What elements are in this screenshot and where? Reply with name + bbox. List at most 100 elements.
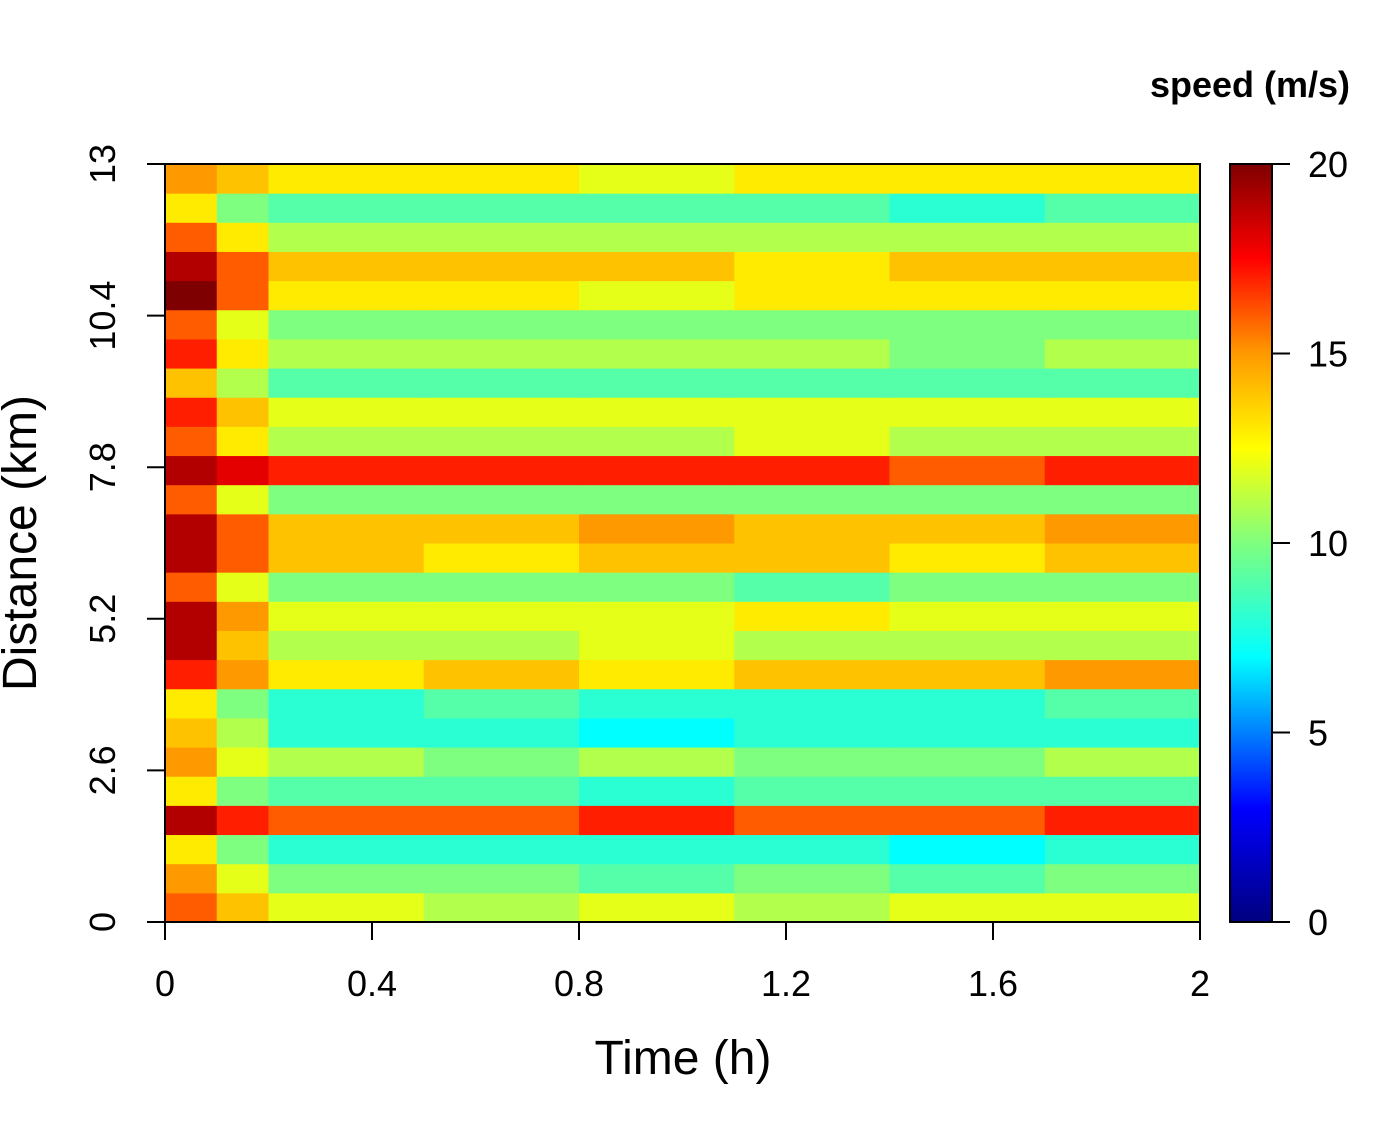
heatmap-cell (216, 892, 269, 923)
heatmap-cell (216, 863, 269, 894)
heatmap-cell (734, 717, 890, 748)
heatmap-cell (579, 630, 735, 661)
heatmap-cell (165, 164, 218, 194)
heatmap-cell (1044, 717, 1201, 748)
colorbar-title: speed (m/s) (1150, 64, 1350, 105)
heatmap-cell (423, 747, 580, 777)
heatmap-cell (423, 309, 580, 340)
heatmap-cell (423, 834, 580, 865)
heatmap-cell (579, 455, 735, 486)
heatmap-cell (165, 688, 218, 719)
heatmap-cell (216, 193, 269, 223)
heatmap-cell (165, 717, 218, 748)
x-tick-label: 1.6 (968, 963, 1018, 1004)
heatmap-cell (268, 659, 425, 690)
heatmap-cell (1044, 455, 1201, 486)
heatmap-cell (734, 688, 890, 719)
heatmap-cell (889, 863, 1046, 894)
heatmap-cell (1044, 659, 1201, 690)
y-tick-label: 13 (82, 144, 123, 184)
x-tick-label: 0.8 (554, 963, 604, 1004)
heatmap-cell (216, 309, 269, 340)
heatmap-cell (889, 338, 1046, 369)
colorbar (1229, 163, 1273, 923)
heatmap-cell (734, 251, 890, 282)
heatmap-cell (579, 892, 735, 923)
heatmap-cell (268, 251, 425, 282)
heatmap-cell (734, 863, 890, 894)
heatmap-cell (165, 484, 218, 515)
heatmap-cell (889, 747, 1046, 777)
heatmap-cell (423, 280, 580, 311)
heatmap-cell (1044, 397, 1201, 427)
heatmap-cell (216, 164, 269, 194)
heatmap-cell (579, 717, 735, 748)
heatmap-cell (579, 338, 735, 369)
heatmap-cell (1044, 543, 1201, 573)
heatmap-cell (165, 455, 218, 486)
heatmap-cell (889, 426, 1046, 457)
heatmap-cell (1044, 892, 1201, 923)
heatmap-cell (734, 601, 890, 631)
heatmap-cell (1044, 572, 1201, 602)
heatmap-cell (734, 805, 890, 836)
heatmap-cell (423, 397, 580, 427)
y-tick-label: 2.6 (82, 745, 123, 795)
heatmap-cell (579, 601, 735, 631)
heatmap-cell (268, 892, 425, 923)
heatmap-cell (423, 222, 580, 252)
heatmap-cell (268, 397, 425, 427)
heatmap-cell (889, 484, 1046, 515)
heatmap-cell (889, 309, 1046, 340)
y-axis-label: Distance (km) (0, 395, 47, 691)
heatmap (165, 164, 1201, 923)
heatmap-cell (423, 338, 580, 369)
heatmap-cell (423, 513, 580, 544)
heatmap-cell (734, 280, 890, 311)
heatmap-cell (579, 368, 735, 398)
heatmap-cell (889, 892, 1046, 923)
heatmap-cell (579, 251, 735, 282)
heatmap-cell (423, 251, 580, 282)
colorbar-tick-label: 20 (1308, 144, 1348, 185)
heatmap-cell (423, 892, 580, 923)
heatmap-cell (216, 484, 269, 515)
heatmap-cell (1044, 601, 1201, 631)
heatmap-cell (889, 805, 1046, 836)
heatmap-cell (734, 776, 890, 806)
heatmap-cell (268, 455, 425, 486)
heatmap-cell (579, 397, 735, 427)
heatmap-cell (216, 426, 269, 457)
heatmap-cell (1044, 368, 1201, 398)
heatmap-cell (165, 747, 218, 777)
heatmap-cell (889, 513, 1046, 544)
heatmap-cell (165, 630, 218, 661)
heatmap-cell (268, 426, 425, 457)
heatmap-cell (423, 484, 580, 515)
heatmap-cell (268, 717, 425, 748)
heatmap-cell (423, 805, 580, 836)
heatmap-cell (1044, 747, 1201, 777)
heatmap-cell (734, 397, 890, 427)
heatmap-cell (734, 455, 890, 486)
heatmap-cell (423, 572, 580, 602)
heatmap-cell (579, 280, 735, 311)
heatmap-cell (734, 892, 890, 923)
heatmap-cell (579, 834, 735, 865)
heatmap-cell (165, 426, 218, 457)
heatmap-cell (216, 251, 269, 282)
y-tick-label: 10.4 (82, 281, 123, 351)
heatmap-cell (216, 659, 269, 690)
heatmap-cell (216, 280, 269, 311)
heatmap-cell (889, 164, 1046, 194)
heatmap-cell (734, 543, 890, 573)
heatmap-cell (579, 747, 735, 777)
x-tick-label: 0.4 (347, 963, 397, 1004)
heatmap-cell (165, 834, 218, 865)
heatmap-cell (216, 717, 269, 748)
heatmap-cell (216, 368, 269, 398)
heatmap-cell (579, 193, 735, 223)
heatmap-cell (216, 776, 269, 806)
heatmap-cell (1044, 776, 1201, 806)
